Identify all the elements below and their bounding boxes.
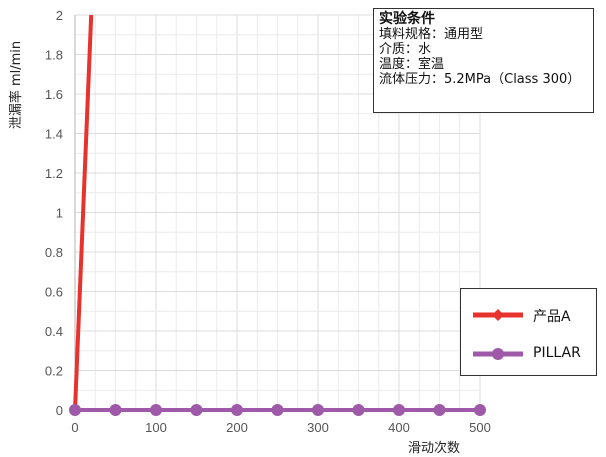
data-point	[312, 404, 324, 416]
y-tick-label: 1.4	[45, 127, 63, 142]
x-tick-label: 400	[388, 420, 410, 435]
y-tick-label: 2	[56, 8, 63, 23]
y-tick-label: 1.6	[45, 87, 63, 102]
legend-label-pillar: PILLAR	[533, 345, 581, 361]
experiment-conditions-box: 实验条件 填料规格：通用型 介质：水 温度：室温 流体压力：5.2MPa（Cla…	[373, 8, 594, 113]
series-pillar	[69, 404, 486, 416]
x-tick-label: 200	[226, 420, 248, 435]
data-point	[109, 404, 122, 416]
series-group	[69, 15, 486, 416]
legend-label-product-a: 产品A	[533, 309, 571, 325]
data-point	[393, 404, 405, 416]
y-tick-label: 1.2	[45, 166, 63, 181]
legend: 产品A PILLAR	[460, 288, 597, 376]
tick-labels: 0 100 200 300 400 500 0 0.2 0.4 0.6 0.8 1 1.2 1.4 1.6 1…	[45, 8, 491, 435]
legend-swatch-pillar	[473, 348, 523, 360]
x-tick-label: 300	[307, 420, 329, 435]
y-tick-label: 0	[56, 403, 63, 418]
condition-packing-spec: 填料规格：通用型	[379, 27, 484, 42]
y-tick-label: 0.8	[45, 245, 63, 260]
x-axis-title: 滑动次数	[408, 440, 460, 456]
data-point	[190, 404, 203, 416]
data-point	[150, 404, 162, 416]
legend-item-product-a: 产品A	[461, 303, 596, 327]
series-line	[73, 15, 94, 411]
conditions-title: 实验条件	[379, 11, 435, 27]
y-axis-title: 泄漏率 ml/min	[8, 41, 24, 129]
data-point	[69, 404, 81, 416]
condition-fluid-pressure: 流体压力：5.2MPa（Class 300）	[379, 72, 581, 87]
data-point	[433, 404, 446, 416]
x-tick-label: 0	[71, 420, 78, 435]
y-tick-label: 0.2	[45, 364, 63, 379]
condition-temperature: 温度：室温	[379, 57, 445, 72]
data-point	[474, 404, 486, 416]
x-tick-label: 100	[145, 420, 167, 435]
condition-medium: 介质：水	[379, 42, 432, 57]
y-tick-label: 1.8	[45, 48, 63, 63]
data-point	[231, 404, 243, 416]
data-point	[271, 404, 284, 416]
legend-swatch-product-a	[473, 309, 523, 321]
y-tick-label: 0.6	[45, 285, 63, 300]
legend-item-pillar: PILLAR	[461, 342, 596, 366]
series-product-a	[69, 15, 94, 416]
y-tick-label: 1	[56, 206, 63, 221]
y-tick-label: 0.4	[45, 324, 63, 339]
x-tick-label: 500	[469, 420, 491, 435]
data-point	[352, 404, 365, 416]
